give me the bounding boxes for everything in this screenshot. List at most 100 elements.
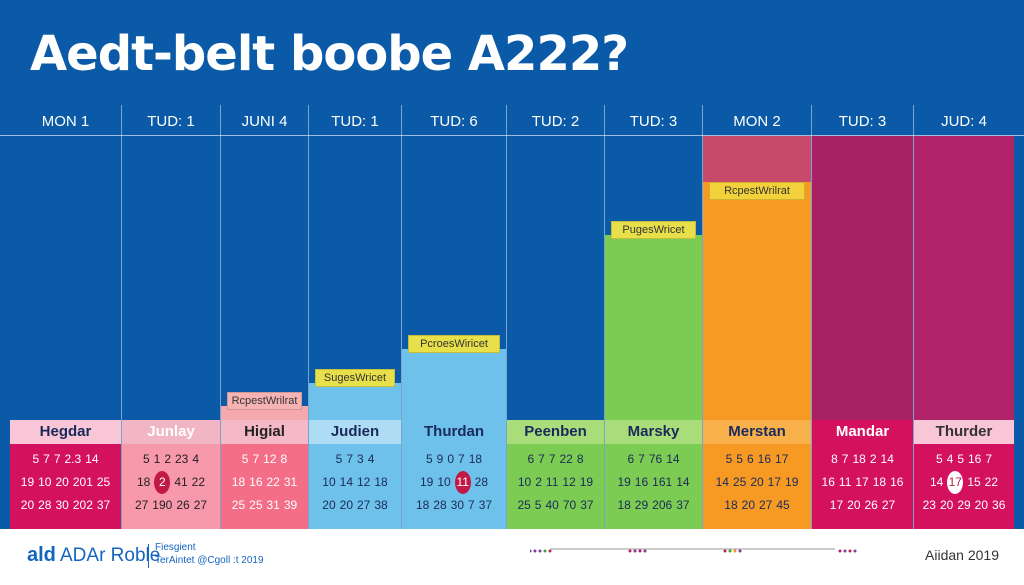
bar-data-label: RcpestWrilrat (227, 392, 302, 410)
day-number: 22 (191, 475, 206, 489)
day-number: 36 (992, 498, 1006, 512)
plot-area: RcpestWrilrat (221, 136, 308, 420)
day-number: 23 (922, 498, 936, 512)
day-number: 2 (164, 452, 171, 466)
day-number: 17 (775, 452, 789, 466)
x-tick-label: MON 2 (733, 113, 781, 130)
day-number: 2.3 (64, 452, 82, 466)
panel-days: 6 7 7 22 8 10 2 11 12 19 25 5 40 70 37 (507, 444, 604, 529)
day-row: 5 7 7 2.3 14 (10, 448, 121, 471)
x-tick-label: JUNI 4 (241, 113, 288, 130)
day-row: 10 2 11 12 19 (507, 471, 604, 494)
day-number: 3 (357, 452, 364, 466)
day-number: 27 (881, 498, 896, 512)
panel-title: Junlay (122, 420, 220, 444)
day-number: 39 (283, 498, 298, 512)
day-number: 19 (20, 475, 35, 489)
chart-column: TUD: 2 Peenben 6 7 7 22 8 10 2 11 12 19 25 5 40 70 37 (506, 105, 604, 529)
calendar-panel: Mandar 8 7 18 2 14 16 11 17 18 16 17 20 26 27 (812, 420, 913, 529)
day-row: 18 16 22 31 (221, 471, 308, 494)
plot-area: SugesWricet (309, 136, 401, 420)
day-number: 7 (346, 452, 353, 466)
panel-days: 5 7 12 8 18 16 22 31 25 25 31 39 (221, 444, 308, 529)
day-number: 26 (864, 498, 878, 512)
day-row: 23 20 29 20 36 (914, 494, 1014, 517)
bar (812, 136, 913, 420)
day-number: 14 (715, 475, 729, 489)
day-number: 30 (450, 498, 465, 512)
chart-title: Aedt-belt boobe A222? (30, 26, 629, 82)
calendar-panel: Junlay 5 1 2 23 4 18 2 41 22 27 190 26 27 (122, 420, 220, 529)
day-number: 190 (152, 498, 173, 512)
day-row: 5 9 0 7 18 (402, 448, 506, 471)
day-number: 6 (746, 452, 754, 466)
brand-logo-icon: ald (27, 544, 56, 566)
day-number: 6 (527, 452, 535, 466)
day-row: 18 29 206 37 (605, 494, 702, 517)
day-number: 4 (946, 452, 954, 466)
bar (914, 136, 1014, 420)
day-number: 28 (38, 498, 52, 512)
panel-days: 5 9 0 7 18 19 10 11 28 18 28 30 7 37 (402, 444, 506, 529)
day-number: 5 (425, 452, 433, 466)
day-number: 17 (947, 471, 964, 494)
chart-column: MON 2 RcpestWrilrat Merstan 5 5 6 16 17 14 25 20 17… (702, 105, 811, 529)
day-number: 14 (85, 452, 99, 466)
day-number: 20 (55, 475, 69, 489)
plot-area: PcroesWiricet (402, 136, 506, 420)
day-number: 76 (648, 452, 663, 466)
day-number: 22 (984, 475, 999, 489)
chart-column: JUNI 4 RcpestWrilrat Higial 5 7 12 8 18 16 22 31 25… (220, 105, 308, 529)
day-number: 37 (96, 498, 111, 512)
day-number: 19 (579, 475, 594, 489)
day-number: 7 (548, 452, 556, 466)
plot-area (507, 136, 604, 420)
day-number: 18 (374, 475, 388, 489)
day-number: 18 (136, 475, 151, 489)
day-number: 28 (433, 498, 447, 512)
header-rule (0, 135, 1024, 136)
day-row: 18 2 41 22 (122, 471, 220, 494)
day-number: 20 (974, 498, 989, 512)
chart-column: TUD: 1 Junlay 5 1 2 23 4 18 2 41 22 27 190 26 27 (121, 105, 220, 529)
day-row: 6 7 7 22 8 (507, 448, 604, 471)
day-number: 25 (231, 498, 246, 512)
day-number: 14 (929, 475, 944, 489)
day-number: 31 (283, 475, 298, 489)
day-row: 27 190 26 27 (122, 494, 220, 517)
day-row: 14 17 15 22 (914, 471, 1014, 494)
panel-days: 5 4 5 16 7 14 17 15 22 23 20 29 20 36 (914, 444, 1014, 529)
day-row: 25 25 31 39 (221, 494, 308, 517)
day-number: 12 (357, 475, 371, 489)
day-number: 25 (517, 498, 531, 512)
plot-area (10, 136, 121, 420)
day-row: 18 20 27 45 (703, 494, 811, 517)
day-number: 20 (939, 498, 954, 512)
day-number: 7 (252, 452, 260, 466)
day-number: 25 (732, 475, 747, 489)
day-row: 19 10 11 28 (402, 471, 506, 494)
x-tick-label: TUD: 6 (430, 113, 478, 130)
day-number: 37 (580, 498, 594, 512)
day-row: 19 16 161 14 (605, 471, 702, 494)
day-number: 5 (142, 452, 150, 466)
x-tick-label: TUD: 1 (147, 113, 195, 130)
day-row: 19 10 20 201 25 (10, 471, 121, 494)
panel-title: Peenben (507, 420, 604, 444)
day-number: 7 (43, 452, 50, 466)
day-row: 8 7 18 2 14 (812, 448, 913, 471)
day-number: 22 (266, 475, 280, 489)
day-number: 2 (535, 475, 542, 489)
day-number: 8 (280, 452, 288, 466)
day-number: 2 (154, 471, 171, 494)
day-row: 16 11 17 18 16 (812, 471, 913, 494)
day-number: 18 (617, 498, 631, 512)
day-number: 4 (367, 452, 375, 466)
bar-data-label: SugesWricet (315, 369, 395, 387)
panel-days: 5 1 2 23 4 18 2 41 22 27 190 26 27 (122, 444, 220, 529)
day-number: 18 (231, 475, 246, 489)
bar-data-label: PcroesWiricet (408, 335, 500, 353)
day-row: 20 20 27 38 (309, 494, 401, 517)
day-number: 18 (468, 452, 483, 466)
day-number: 10 (437, 475, 451, 489)
